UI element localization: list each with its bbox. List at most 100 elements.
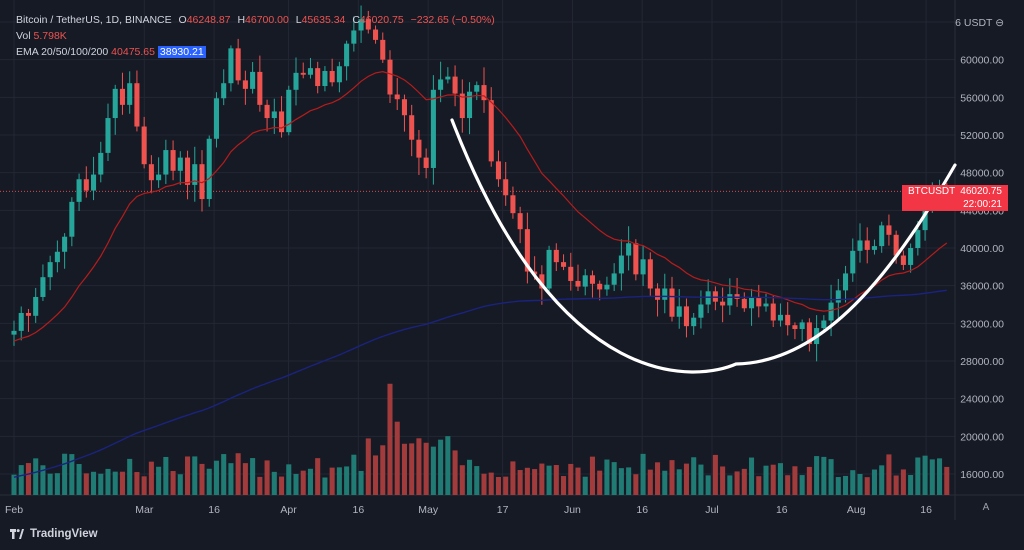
volume-bar [864,477,870,495]
tradingview-logo[interactable]: TradingView [10,528,98,540]
volume-bar [524,467,530,495]
volume-bar [553,465,559,495]
candle-body [524,229,530,272]
candle-body [315,68,321,87]
ema-long-line [13,289,947,478]
candle-body [62,236,68,252]
volume-bar [495,476,501,495]
volume-bar [445,436,451,495]
candle-body [705,291,711,305]
tradingview-brand: TradingView [30,528,98,540]
candle-body [647,259,653,289]
price-tick-label: 60000.00 [960,55,1004,67]
time-tick-label: Aug [847,504,866,516]
time-tick-label: May [418,504,439,516]
candle-body [568,266,574,281]
volume-bar [705,475,711,495]
volume-legend[interactable]: Vol 5.798K [16,30,67,42]
candle-body [792,325,798,329]
candle-body [459,93,465,119]
volume-bar [62,453,68,495]
volume-bar [242,463,248,495]
candle-body [235,48,241,81]
candle-body [756,296,762,307]
candle-body [582,275,588,287]
time-tick-label: 16 [776,504,788,516]
volume-bar [676,469,682,495]
candle-body [900,255,906,265]
volume-bar [828,459,834,495]
volume-bar [626,467,632,495]
volume-bar [192,456,198,495]
volume-bar [857,473,863,495]
volume-bar [221,454,227,495]
volume-bar [720,466,726,495]
candle-body [76,179,82,202]
candle-body [329,70,335,83]
auto-scale-button[interactable]: A [982,502,990,513]
volume-bar [307,468,313,495]
volume-bar [271,471,277,495]
candle-body [206,138,212,200]
candle-body [409,115,415,140]
price-tick-label: 56000.00 [960,92,1004,104]
candle-body [387,59,393,95]
candle-body [640,259,646,275]
candle-body [821,320,827,329]
volume-bar [409,443,415,495]
ema-short-line [13,71,948,342]
candle-body [467,91,473,119]
candle-body [474,85,480,92]
volume-bar [568,463,574,495]
candle-body [438,79,444,90]
candle-body [134,83,140,127]
candle-body [777,314,783,321]
candle-body [633,243,639,275]
candle-body [307,68,313,75]
candle-body [250,71,256,89]
volume-bar [777,463,783,495]
volume-bar [835,477,841,495]
volume-bar [300,470,306,495]
volume-bar [54,473,60,495]
last-price-badge: BTCUSDT 46020.75 22:00:21 [902,185,1008,211]
volume-bar [655,462,661,495]
volume-bar [141,476,147,495]
volume-bar [944,466,950,495]
volume-bar [206,468,212,495]
candle-body [141,126,147,165]
candle-body [539,274,545,289]
volume-bar [358,470,364,495]
candle-body [683,306,689,327]
volume-bar [351,454,357,495]
candle-body [597,283,603,290]
candle-body [401,99,407,116]
volume-bar [452,450,458,495]
price-tick-label: 28000.00 [960,356,1004,368]
price-tick-label: 20000.00 [960,431,1004,443]
candle-body [886,225,892,235]
candle-body [18,312,24,331]
candle-body [300,72,306,75]
candle-body [365,19,371,30]
candle-body [488,100,494,162]
volume-value: 5.798K [33,30,67,42]
cup-curve-drawing [450,118,957,374]
candle-body [611,273,617,285]
volume-bar [510,461,516,495]
volume-bar [561,476,567,495]
ema-legend[interactable]: EMA 20/50/100/200 40475.65 38930.21 [16,46,206,58]
volume-bar [213,460,219,495]
candle-body [452,76,458,94]
time-tick-label: 16 [636,504,648,516]
volume-bar [698,464,704,495]
price-tick-label: 40000.00 [960,243,1004,255]
volume-bar [893,475,899,495]
volume-bar [119,471,125,495]
volume-bar [83,473,89,495]
candle-body [445,76,451,80]
volume-bar [792,466,798,495]
candle-body [242,80,248,89]
candle-body [228,48,234,84]
